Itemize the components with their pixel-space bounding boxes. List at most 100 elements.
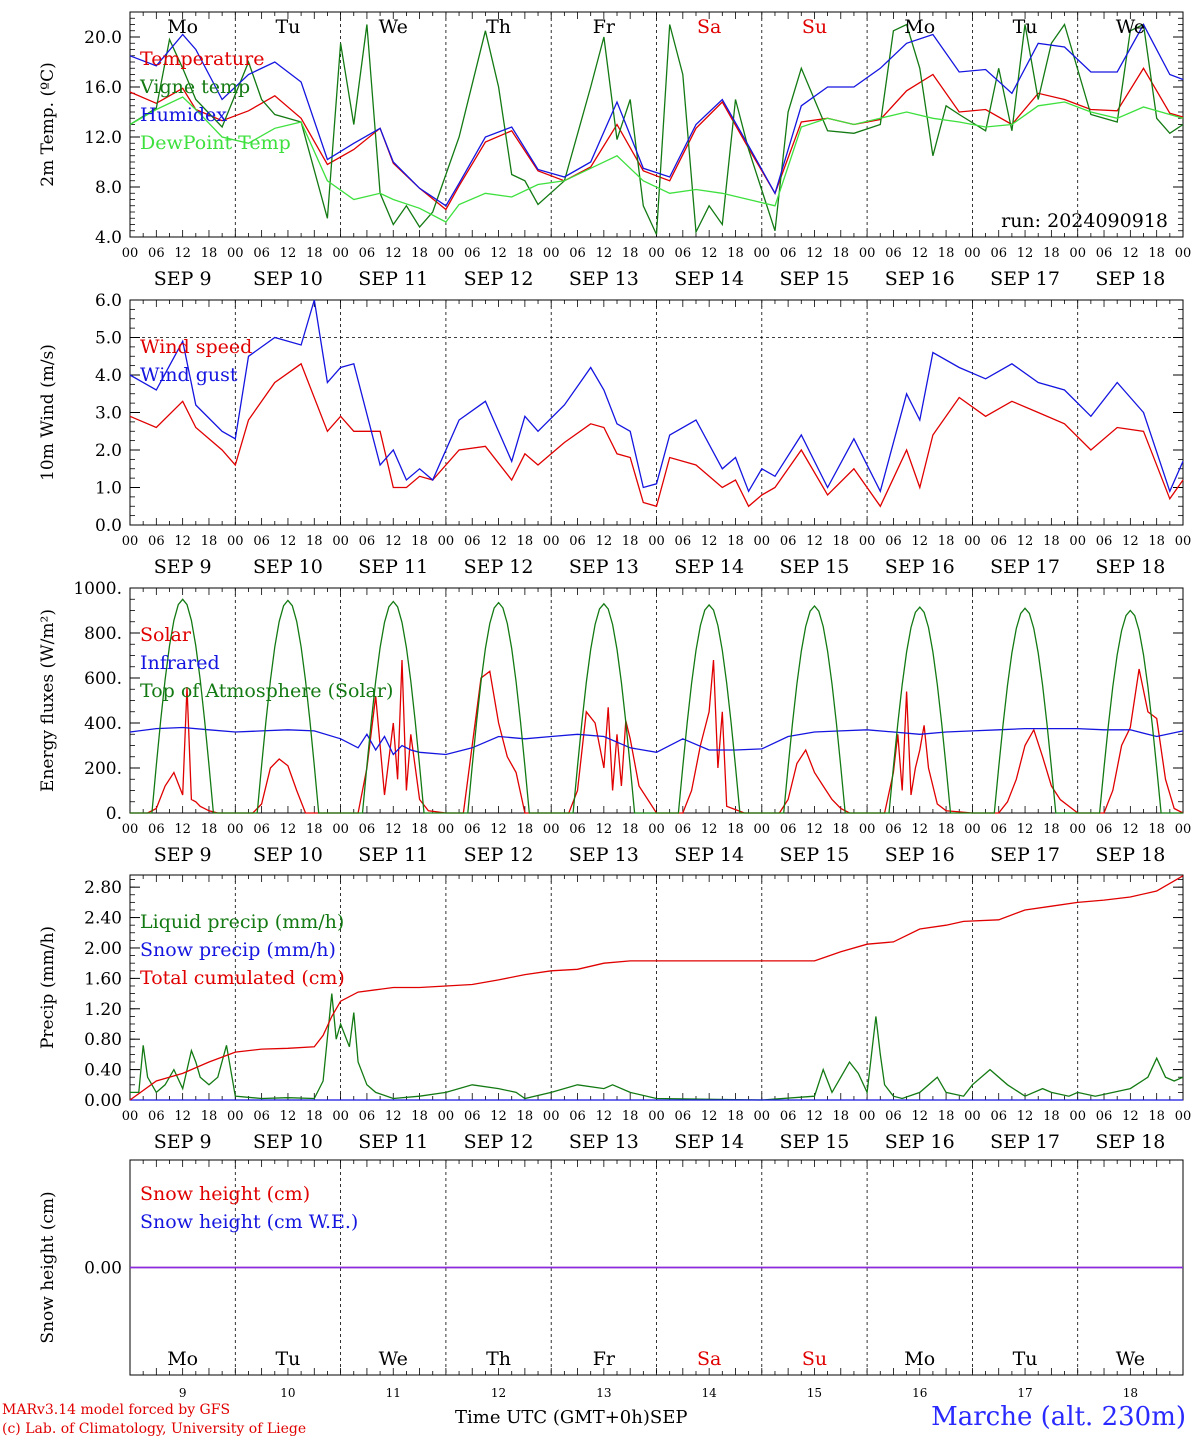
hour-label: 00 xyxy=(543,246,560,261)
hour-label: 00 xyxy=(1175,1109,1192,1124)
series-line-wind-speed xyxy=(129,362,1184,508)
hour-label: 12 xyxy=(280,822,297,837)
y-axis-title: 10m Wind (m/s) xyxy=(38,344,58,481)
hour-label: 12 xyxy=(1122,246,1139,261)
hour-label: 12 xyxy=(701,534,718,549)
day-number: 18 xyxy=(1123,1386,1138,1400)
weekday-label: Tu xyxy=(1013,1348,1038,1370)
weekday-label: Fr xyxy=(593,1348,616,1370)
y-tick-label: 2.0 xyxy=(95,441,122,461)
x-axis-title: Time UTC (GMT+0h)SEP xyxy=(455,1407,687,1428)
lab-credit: (c) Lab. of Climatology, University of L… xyxy=(2,1421,307,1437)
y-tick-label: 0. xyxy=(106,804,122,824)
weekday-label: Sa xyxy=(697,1348,721,1370)
hour-label: 00 xyxy=(754,246,771,261)
hour-label: 18 xyxy=(833,534,850,549)
y-tick-label: 800. xyxy=(84,624,122,644)
hour-label: 18 xyxy=(306,534,323,549)
hour-label: 18 xyxy=(833,822,850,837)
hour-label: 06 xyxy=(464,822,481,837)
hour-label: 00 xyxy=(122,246,139,261)
hour-label: 06 xyxy=(148,246,165,261)
hour-label: 12 xyxy=(385,246,402,261)
meteogram-chart: 4.0 8.0 12.0 16.0 20.0 2m Temp. (ºC) Temperatu… xyxy=(38,11,1192,1400)
legend-entry: Wind gust xyxy=(140,364,238,386)
weekday-label: We xyxy=(379,16,408,38)
date-label: SEP 12 xyxy=(464,844,534,866)
date-label: SEP 16 xyxy=(885,268,955,290)
y-tick-label: 4.0 xyxy=(95,228,122,248)
hour-label: 06 xyxy=(885,1109,902,1124)
hour-label: 06 xyxy=(569,822,586,837)
hour-label: 12 xyxy=(1122,1109,1139,1124)
hour-label: 06 xyxy=(675,246,692,261)
hour-label: 06 xyxy=(990,534,1007,549)
date-label: SEP 11 xyxy=(358,556,428,578)
date-label: SEP 17 xyxy=(990,1131,1060,1153)
date-label: SEP 17 xyxy=(990,268,1060,290)
hour-label: 18 xyxy=(1043,246,1060,261)
y-tick-label: 8.0 xyxy=(95,178,122,198)
hour-label: 12 xyxy=(596,534,613,549)
hour-label: 06 xyxy=(253,534,270,549)
hour-label: 00 xyxy=(543,822,560,837)
hour-label: 00 xyxy=(1175,534,1192,549)
weekday-label: Th xyxy=(486,16,511,38)
hour-label: 00 xyxy=(438,1109,455,1124)
legend-entry: Top of Atmosphere (Solar) xyxy=(140,680,393,702)
hour-label: 18 xyxy=(411,822,428,837)
legend-entry: Temperature xyxy=(140,48,264,70)
hour-label: 12 xyxy=(806,1109,823,1124)
hour-label: 18 xyxy=(622,1109,639,1124)
weekday-label: Su xyxy=(802,1348,827,1370)
hour-label: 00 xyxy=(227,534,244,549)
hour-label: 06 xyxy=(148,822,165,837)
hour-label: 00 xyxy=(1175,822,1192,837)
legend-entry: Total cumulated (cm) xyxy=(140,967,345,989)
hour-label: 12 xyxy=(280,534,297,549)
y-tick-label: 12.0 xyxy=(84,128,122,148)
hour-label: 00 xyxy=(122,822,139,837)
hour-label: 00 xyxy=(438,822,455,837)
hour-label: 12 xyxy=(911,822,928,837)
date-label: SEP 11 xyxy=(358,1131,428,1153)
hour-label: 00 xyxy=(227,246,244,261)
hour-label: 06 xyxy=(148,534,165,549)
hour-label: 00 xyxy=(754,822,771,837)
weekday-label: Tu xyxy=(275,16,300,38)
hour-label: 12 xyxy=(596,246,613,261)
hour-label: 12 xyxy=(1017,534,1034,549)
y-tick-label: 400. xyxy=(84,714,122,734)
date-label: SEP 15 xyxy=(780,556,850,578)
hour-label: 18 xyxy=(938,534,955,549)
y-tick-label: 0.40 xyxy=(84,1061,122,1081)
hour-label: 12 xyxy=(490,1109,507,1124)
date-label: SEP 11 xyxy=(358,268,428,290)
y-tick-label: 4.0 xyxy=(95,366,122,386)
hour-label: 06 xyxy=(464,1109,481,1124)
hour-label: 18 xyxy=(622,822,639,837)
legend-entry: Snow height (cm) xyxy=(140,1183,310,1205)
hour-label: 06 xyxy=(675,822,692,837)
hour-label: 00 xyxy=(859,1109,876,1124)
y-tick-label: 600. xyxy=(84,669,122,689)
hour-label: 06 xyxy=(253,1109,270,1124)
hour-label: 12 xyxy=(385,534,402,549)
date-label: SEP 14 xyxy=(674,268,744,290)
hour-label: 18 xyxy=(306,246,323,261)
date-label: SEP 16 xyxy=(885,556,955,578)
hour-label: 18 xyxy=(938,1109,955,1124)
date-label: SEP 15 xyxy=(780,1131,850,1153)
legend-entry: Infrared xyxy=(140,652,220,674)
hour-label: 00 xyxy=(754,534,771,549)
date-label: SEP 12 xyxy=(464,268,534,290)
hour-label: 18 xyxy=(201,534,218,549)
y-tick-label: 3.0 xyxy=(95,404,122,424)
hour-label: 00 xyxy=(648,534,665,549)
weekday-label: Mo xyxy=(904,16,935,38)
date-label: SEP 17 xyxy=(990,556,1060,578)
weekday-label: Tu xyxy=(1013,16,1038,38)
hour-label: 18 xyxy=(411,534,428,549)
hour-label: 06 xyxy=(675,1109,692,1124)
day-number: 12 xyxy=(491,1386,506,1400)
